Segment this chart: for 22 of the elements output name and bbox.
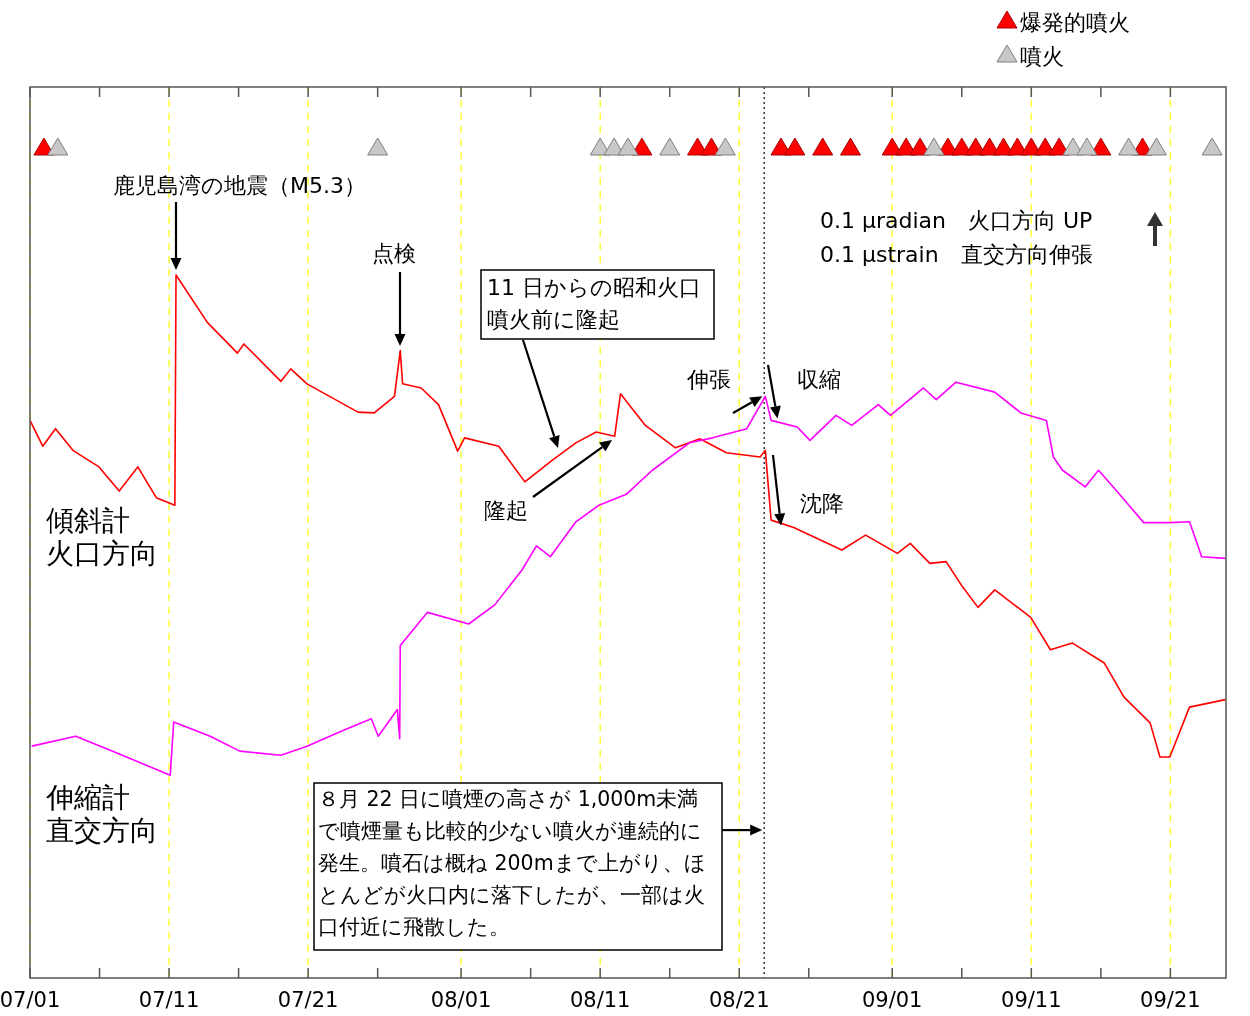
series-label: 伸縮計直交方向 [45,781,158,848]
annotation: 0.1 μstrain 直交方向伸張 [820,242,1093,267]
series-label: 傾斜計火口方向 [46,503,158,570]
annotation: 伸張 [686,367,731,392]
annotation: 収縮 [797,367,841,392]
annotation: 0.1 μradian 火口方向 UP [820,208,1093,233]
x-tick-label: 07/21 [277,988,339,1012]
x-tick-label: 08/01 [430,988,492,1012]
annotation: 点検 [372,241,416,266]
annotation: 鹿児島湾の地震（M5.3） [113,173,366,198]
x-tick-label: 07/01 [0,988,61,1012]
x-tick-label: 07/11 [138,988,200,1012]
x-tick-label: 09/01 [861,988,923,1012]
x-tick-label: 08/21 [708,988,770,1012]
annotation: 11 日からの昭和火口噴火前に隆起 [487,275,701,332]
x-tick-label: 09/11 [1001,988,1062,1012]
annotation: 隆起 [484,498,528,523]
x-tick-label: 08/11 [569,988,631,1012]
legend-label: 爆発的噴火 [1020,10,1130,35]
legend-label: 噴火 [1020,44,1064,69]
annotation: 沈降 [800,491,844,516]
x-tick-label: 09/21 [1140,988,1201,1012]
